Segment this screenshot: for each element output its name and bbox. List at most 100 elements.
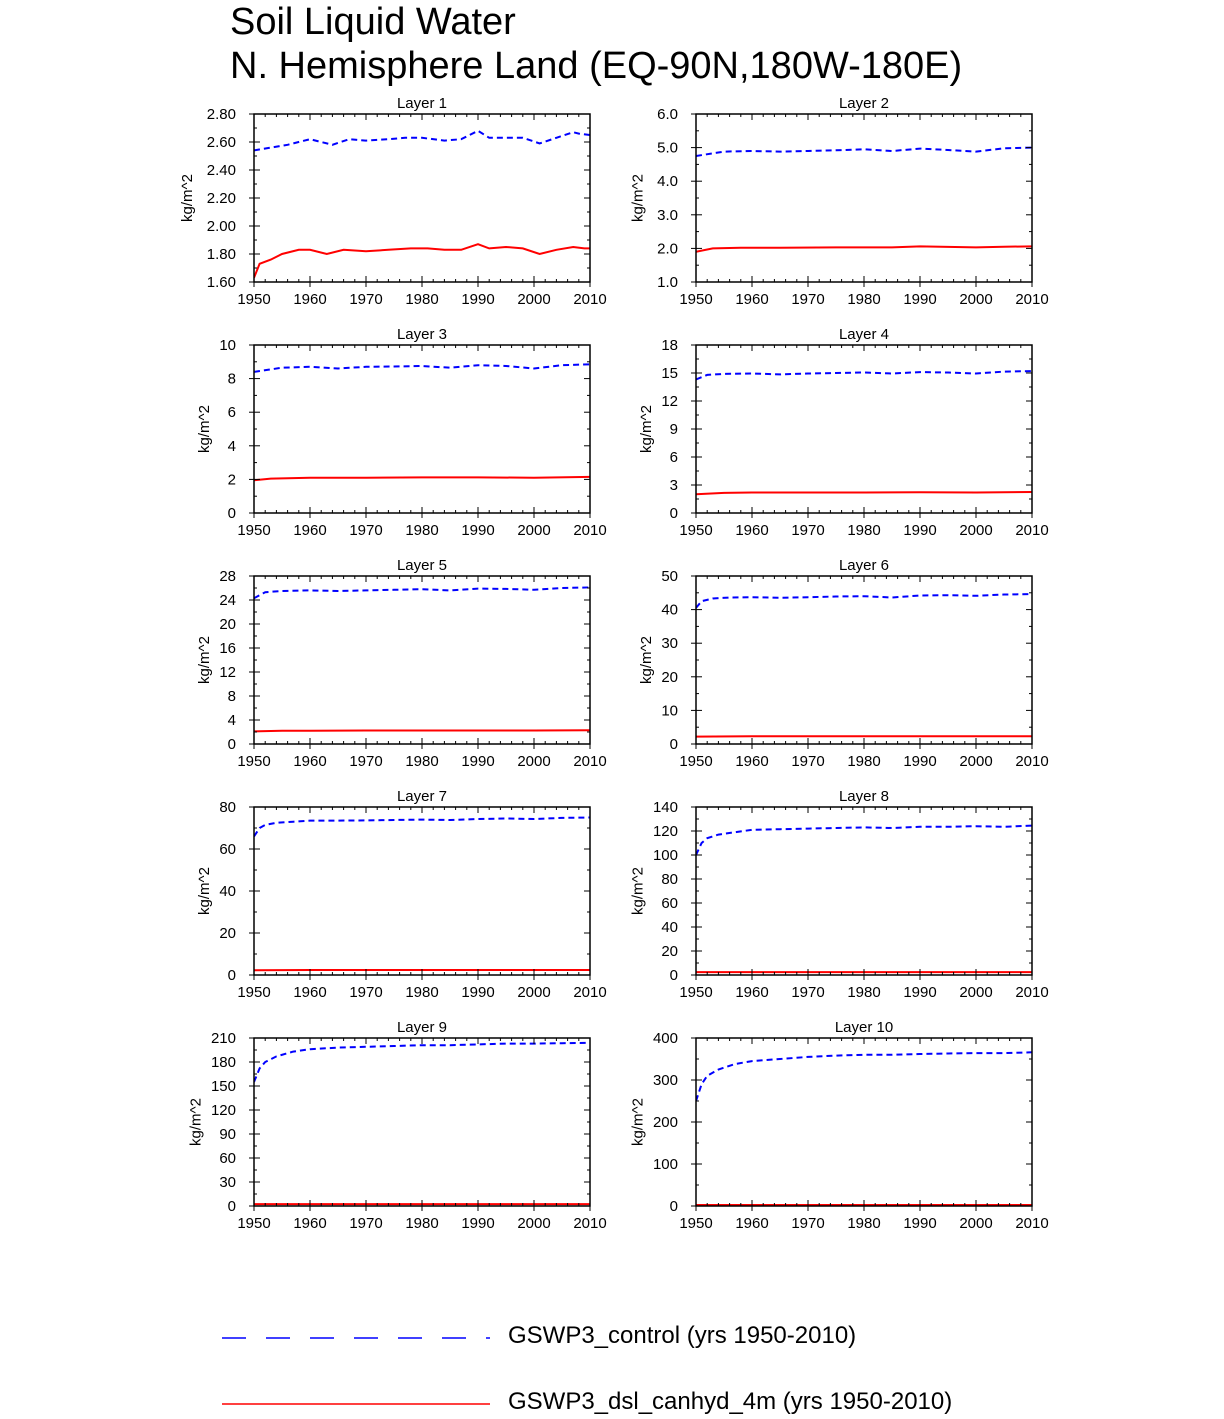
y-tick-label: 30 [219, 1174, 236, 1191]
x-tick-label: 1960 [735, 291, 768, 308]
y-tick-label: 100 [653, 847, 678, 864]
y-tick-label: 120 [653, 823, 678, 840]
x-tick-label: 1960 [735, 1215, 768, 1232]
x-tick-label: 2000 [959, 522, 992, 539]
legend-line-dsl-canhyd [220, 1389, 500, 1419]
x-tick-label: 2000 [517, 1215, 550, 1232]
x-tick-label: 1970 [791, 753, 824, 770]
y-tick-label: 2.00 [207, 218, 236, 235]
x-tick-label: 1950 [237, 291, 270, 308]
y-tick-label: 2.40 [207, 162, 236, 179]
panel-title: Layer 6 [839, 557, 889, 574]
y-tick-label: 80 [661, 871, 678, 888]
y-tick-label: 0 [670, 1198, 678, 1215]
x-tick-label: 1980 [847, 522, 880, 539]
x-tick-label: 1950 [237, 522, 270, 539]
x-tick-label: 1990 [461, 291, 494, 308]
x-tick-label: 2010 [573, 753, 606, 770]
y-tick-label: 40 [661, 602, 678, 619]
x-tick-label: 1980 [405, 291, 438, 308]
y-tick-label: 16 [219, 640, 236, 657]
x-tick-label: 2010 [573, 984, 606, 1001]
y-tick-label: 30 [661, 635, 678, 652]
y-tick-label: 210 [211, 1030, 236, 1047]
legend-label-dsl-canhyd: GSWP3_dsl_canhyd_4m (yrs 1950-2010) [508, 1388, 952, 1416]
series-line-control [254, 364, 590, 372]
x-tick-label: 2000 [517, 522, 550, 539]
y-tick-label: 18 [661, 337, 678, 354]
y-tick-label: 150 [211, 1078, 236, 1095]
y-tick-label: 2.80 [207, 106, 236, 123]
x-tick-label: 1960 [293, 291, 326, 308]
x-tick-label: 2010 [573, 522, 606, 539]
x-tick-label: 1970 [349, 753, 382, 770]
y-tick-label: 2 [228, 471, 236, 488]
y-tick-label: 6.0 [657, 106, 678, 123]
x-tick-label: 1970 [791, 984, 824, 1001]
x-tick-label: 1950 [237, 984, 270, 1001]
y-tick-label: 10 [661, 702, 678, 719]
y-tick-label: 0 [670, 736, 678, 753]
y-tick-label: 12 [661, 393, 678, 410]
x-tick-label: 1990 [461, 753, 494, 770]
y-tick-label: 20 [219, 925, 236, 942]
x-tick-label: 1950 [679, 1215, 712, 1232]
panel-title: Layer 4 [839, 326, 889, 343]
y-tick-label: 0 [670, 505, 678, 522]
series-line-dsl-canhyd [696, 492, 1032, 494]
x-tick-label: 1980 [847, 984, 880, 1001]
series-line-dsl-canhyd [254, 730, 590, 731]
x-tick-label: 1970 [791, 522, 824, 539]
panel-title: Layer 8 [839, 788, 889, 805]
y-axis-label: kg/m^2 [179, 174, 196, 222]
x-tick-label: 1970 [791, 1215, 824, 1232]
x-tick-label: 1990 [903, 291, 936, 308]
y-tick-label: 4.0 [657, 173, 678, 190]
x-tick-label: 2010 [573, 291, 606, 308]
y-tick-label: 8 [228, 371, 236, 388]
y-tick-label: 28 [219, 568, 236, 585]
series-line-dsl-canhyd [254, 477, 590, 480]
panel-title: Layer 7 [397, 788, 447, 805]
x-tick-label: 1990 [461, 522, 494, 539]
y-tick-label: 300 [653, 1072, 678, 1089]
y-tick-label: 3.0 [657, 207, 678, 224]
legend-label-control: GSWP3_control (yrs 1950-2010) [508, 1322, 856, 1350]
panel-title: Layer 9 [397, 1019, 447, 1036]
plot-frame [254, 114, 590, 282]
y-tick-label: 0 [670, 967, 678, 984]
y-tick-label: 140 [653, 799, 678, 816]
x-tick-label: 1950 [679, 984, 712, 1001]
y-tick-label: 400 [653, 1030, 678, 1047]
y-tick-label: 80 [219, 799, 236, 816]
series-line-control [696, 148, 1032, 156]
x-tick-label: 1960 [735, 753, 768, 770]
panel-title: Layer 10 [835, 1019, 893, 1036]
y-tick-label: 20 [661, 669, 678, 686]
x-tick-label: 1950 [237, 1215, 270, 1232]
y-tick-label: 1.80 [207, 246, 236, 263]
y-tick-label: 40 [661, 919, 678, 936]
panel-title: Layer 5 [397, 557, 447, 574]
y-tick-label: 4 [228, 438, 236, 455]
y-tick-label: 2.60 [207, 134, 236, 151]
x-tick-label: 2000 [517, 984, 550, 1001]
y-tick-label: 0 [228, 967, 236, 984]
y-tick-label: 0 [228, 505, 236, 522]
y-tick-label: 10 [219, 337, 236, 354]
x-tick-label: 1990 [903, 522, 936, 539]
x-tick-label: 1960 [293, 522, 326, 539]
x-tick-label: 1950 [237, 753, 270, 770]
x-tick-label: 1960 [293, 984, 326, 1001]
y-tick-label: 50 [661, 568, 678, 585]
x-tick-label: 1970 [349, 522, 382, 539]
x-tick-label: 1970 [349, 291, 382, 308]
panel-title: Layer 1 [397, 95, 447, 112]
plot-frame [696, 807, 1032, 975]
series-line-control [696, 371, 1032, 379]
plot-frame [696, 114, 1032, 282]
x-tick-label: 1980 [847, 291, 880, 308]
y-axis-label: kg/m^2 [188, 1098, 205, 1146]
y-axis-label: kg/m^2 [196, 405, 213, 453]
